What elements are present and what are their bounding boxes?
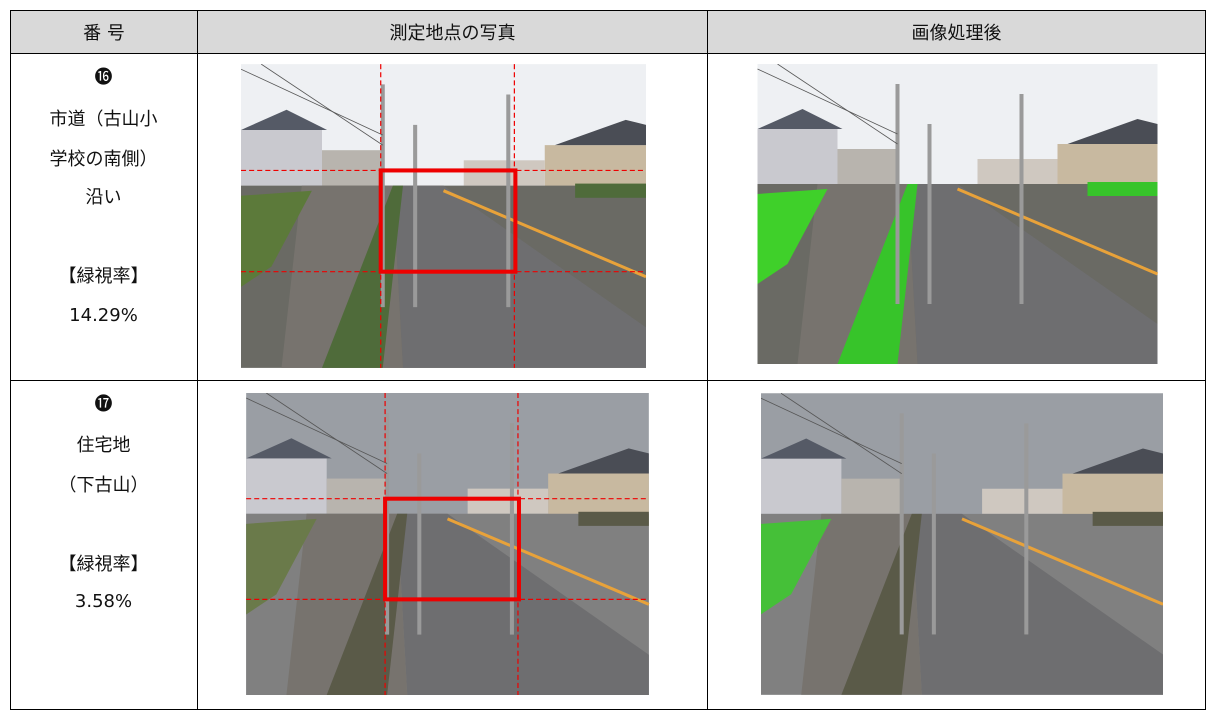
roof <box>757 109 843 129</box>
pole <box>927 124 932 304</box>
wire <box>241 68 383 136</box>
grass <box>241 190 312 287</box>
grass <box>761 518 832 615</box>
roof <box>1067 119 1158 144</box>
hedge <box>1092 511 1163 526</box>
pole <box>506 94 511 308</box>
lane-line <box>446 517 650 606</box>
building <box>548 473 649 516</box>
hedge <box>575 183 646 198</box>
hedge <box>1087 182 1158 196</box>
roof <box>241 109 328 130</box>
building <box>463 160 545 186</box>
pole <box>899 413 904 635</box>
pole <box>895 84 900 304</box>
pole <box>413 124 418 308</box>
number: ⓰ <box>94 67 113 88</box>
header-text: 測定地点の写真 <box>389 23 516 44</box>
number: ⓱ <box>94 394 113 415</box>
pole <box>417 453 422 635</box>
wire <box>245 397 388 464</box>
wire <box>261 64 383 146</box>
header-cell: 番 号 <box>10 10 198 54</box>
building <box>241 129 322 186</box>
wire <box>777 64 898 145</box>
focus-box <box>383 496 521 602</box>
building <box>761 458 842 514</box>
roof <box>761 438 847 459</box>
processed-photo <box>761 393 1163 695</box>
header-text: 番 号 <box>83 23 125 44</box>
location: 市道（古山小 <box>49 109 158 130</box>
location: （下古山） <box>58 475 149 496</box>
pole <box>1024 423 1029 635</box>
roof <box>554 119 646 146</box>
cell <box>10 53 198 381</box>
lane-line <box>442 189 646 279</box>
wire <box>761 397 902 464</box>
building <box>982 488 1063 514</box>
building <box>841 478 902 514</box>
grass <box>246 518 317 615</box>
building <box>544 145 646 188</box>
header-text: 画像処理後 <box>911 23 1002 44</box>
header-cell: 画像処理後 <box>707 10 1206 54</box>
road <box>907 184 1158 364</box>
road <box>392 185 646 368</box>
label: 【緑視率】 <box>58 266 149 287</box>
building <box>837 149 898 184</box>
label: 【緑視率】 <box>58 554 149 575</box>
building <box>246 458 327 514</box>
road <box>911 513 1163 695</box>
focus-box <box>378 168 518 274</box>
wire <box>266 393 388 474</box>
roof <box>246 438 332 459</box>
building <box>977 159 1058 184</box>
building <box>1062 473 1163 516</box>
wire <box>757 68 898 135</box>
ratio: 3.58% <box>74 591 133 612</box>
photo <box>241 64 646 368</box>
building <box>1057 144 1158 186</box>
road <box>397 513 649 695</box>
pole <box>1019 94 1024 304</box>
hedge <box>578 511 649 526</box>
location: 沿い <box>85 187 122 208</box>
building <box>322 150 383 186</box>
photo <box>245 393 650 695</box>
grass <box>757 189 828 284</box>
wire <box>780 393 902 474</box>
lane-line <box>961 517 1163 606</box>
processed-photo <box>757 64 1159 364</box>
location: 住宅地 <box>76 435 131 456</box>
pole <box>931 453 936 635</box>
ratio: 14.29% <box>69 305 138 326</box>
building <box>326 478 388 514</box>
lane-line <box>956 187 1159 276</box>
location: 学校の南側） <box>49 149 158 170</box>
header-cell: 測定地点の写真 <box>197 10 708 54</box>
roof <box>558 448 649 474</box>
roof <box>1072 448 1163 474</box>
pole <box>509 423 514 635</box>
building <box>757 129 838 184</box>
cell <box>10 380 198 710</box>
building <box>467 488 549 514</box>
